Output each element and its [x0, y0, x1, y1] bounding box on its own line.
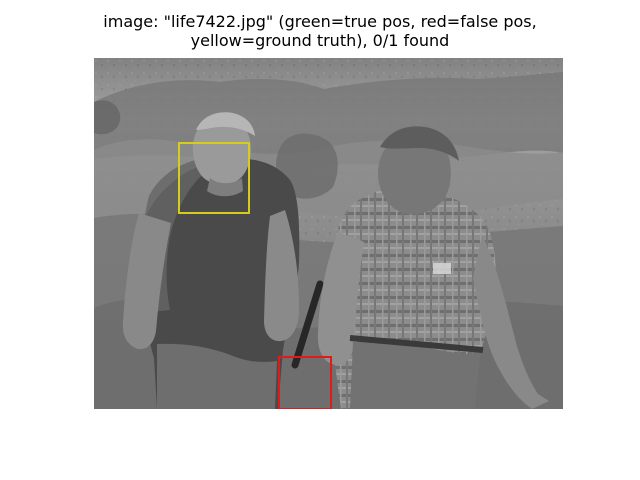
right-person-face [378, 130, 451, 215]
figure-title: image: "life7422.jpg" (green=true pos, r… [0, 12, 640, 50]
left-person-neck [207, 178, 243, 197]
walking-stick [291, 280, 324, 369]
right-person-pocket-tag [433, 263, 451, 274]
left-person-right-arm [264, 210, 299, 342]
right-person-left-arm [317, 232, 364, 366]
ground-truth-box [178, 142, 250, 214]
person-right [317, 126, 549, 409]
figure-title-line-1: image: "life7422.jpg" (green=true pos, r… [103, 12, 537, 31]
right-person-hair [380, 126, 459, 161]
right-person-belt [349, 335, 484, 353]
right-person-shorts [350, 341, 480, 409]
detection-image [94, 58, 563, 409]
right-person-right-arm [473, 235, 549, 409]
left-person-shorts [157, 343, 277, 409]
boulder-left [94, 100, 121, 135]
left-person-left-arm [122, 213, 171, 350]
false-positive-box [278, 356, 332, 409]
left-person-hair [196, 112, 255, 136]
left-person-face [192, 117, 251, 186]
person-left [122, 112, 300, 409]
boulder-right [275, 133, 338, 199]
grayscale-photo [94, 58, 563, 409]
figure-title-line-2: yellow=ground truth), 0/1 found [190, 31, 450, 50]
